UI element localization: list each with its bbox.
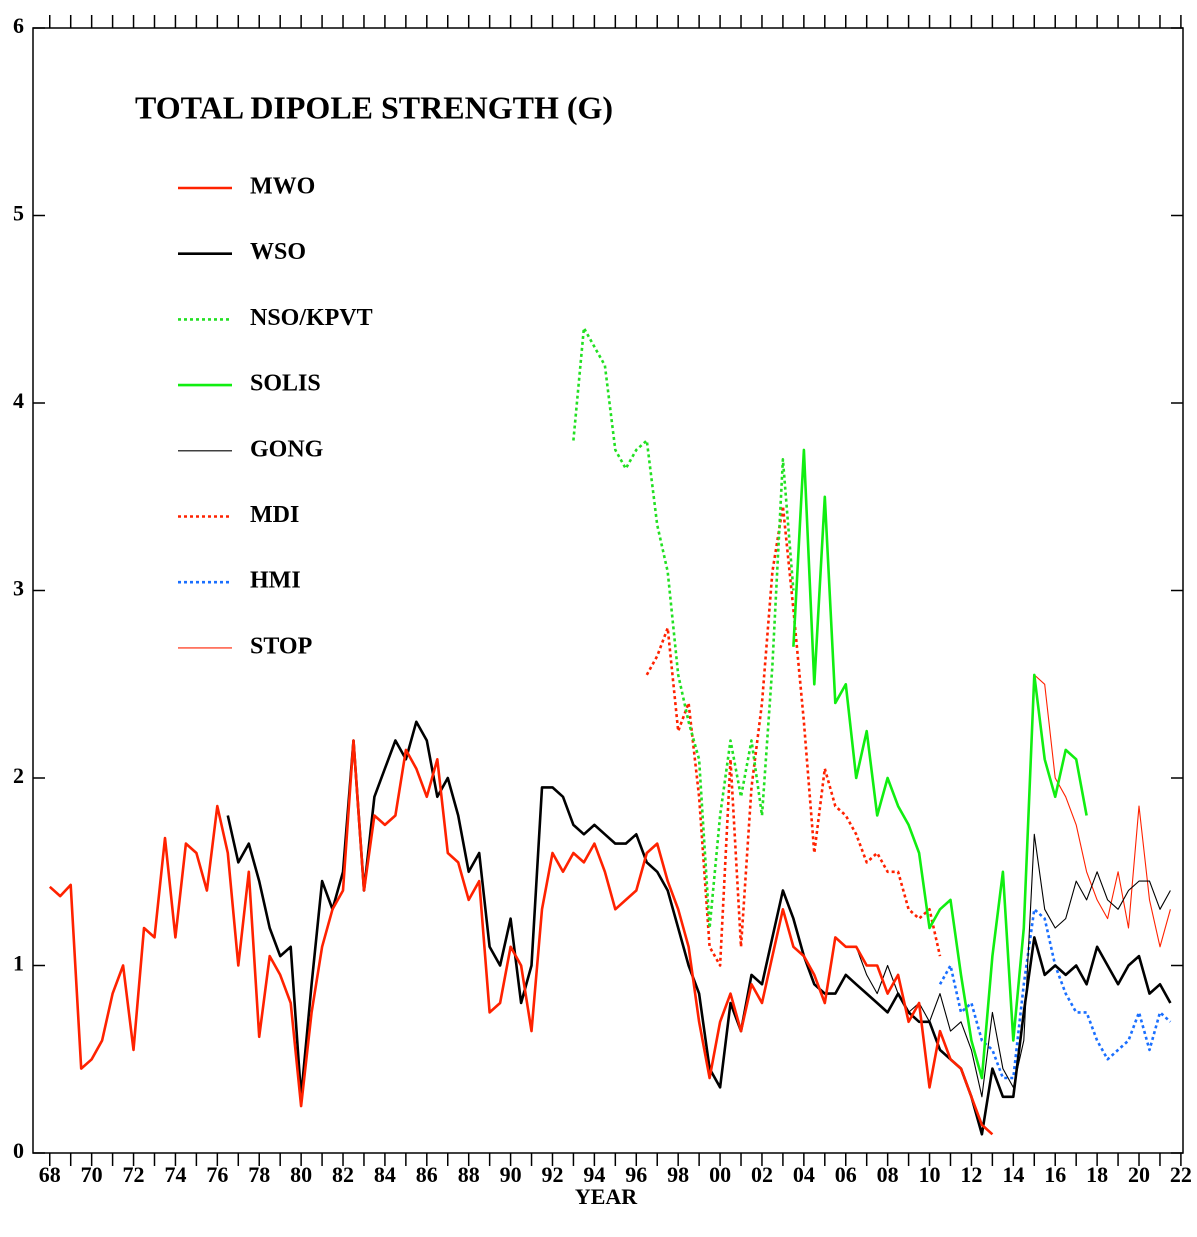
x-tick-label: 16: [1044, 1162, 1066, 1187]
series-line: [645, 504, 942, 967]
x-tick-label: 78: [248, 1162, 270, 1187]
y-tick-label: 3: [13, 576, 24, 601]
x-tick-label: 86: [416, 1162, 438, 1187]
series-line: [792, 448, 1088, 1080]
x-tick-label: 04: [793, 1162, 815, 1187]
series-line: [1033, 674, 1171, 948]
y-tick-label: 6: [13, 13, 24, 38]
x-tick-label: 74: [164, 1162, 186, 1187]
x-tick-label: 18: [1086, 1162, 1108, 1187]
x-tick-label: 06: [835, 1162, 857, 1187]
legend-label: SOLIS: [250, 371, 321, 397]
x-tick-label: 98: [667, 1162, 689, 1187]
x-tick-label: 96: [625, 1162, 647, 1187]
series-line: [855, 833, 1171, 1098]
legend-label: STOP: [250, 633, 312, 659]
legend-label: MDI: [250, 502, 299, 528]
x-tick-label: 80: [290, 1162, 312, 1187]
legend-label: GONG: [250, 436, 324, 462]
legend-label: HMI: [250, 568, 301, 594]
x-tick-label: 82: [332, 1162, 354, 1187]
x-tick-label: 08: [877, 1162, 899, 1187]
x-tick-label: 94: [583, 1162, 605, 1187]
y-tick-label: 0: [13, 1138, 24, 1163]
y-tick-label: 1: [13, 951, 24, 976]
x-tick-label: 76: [206, 1162, 228, 1187]
legend-label: WSO: [250, 239, 306, 265]
x-tick-label: 14: [1002, 1162, 1024, 1187]
x-axis-label: YEAR: [575, 1184, 638, 1209]
x-tick-label: 00: [709, 1162, 731, 1187]
legend-label: MWO: [250, 174, 315, 200]
x-tick-label: 92: [541, 1162, 563, 1187]
legend-label: NSO/KPVT: [250, 305, 373, 331]
x-tick-label: 72: [123, 1162, 145, 1187]
series-line: [226, 720, 1172, 1136]
x-tick-label: 90: [500, 1162, 522, 1187]
x-tick-label: 84: [374, 1162, 396, 1187]
x-tick-label: 22: [1170, 1162, 1192, 1187]
series-line: [48, 739, 994, 1136]
x-tick-label: 88: [458, 1162, 480, 1187]
series-line: [572, 326, 795, 930]
y-tick-label: 5: [13, 201, 24, 226]
x-tick-label: 10: [919, 1162, 941, 1187]
y-tick-label: 2: [13, 763, 24, 788]
x-tick-label: 02: [751, 1162, 773, 1187]
chart-title: TOTAL DIPOLE STRENGTH (G): [135, 89, 613, 125]
x-tick-label: 68: [39, 1162, 61, 1187]
x-tick-label: 20: [1128, 1162, 1150, 1187]
x-tick-label: 70: [81, 1162, 103, 1187]
y-tick-label: 4: [13, 388, 24, 413]
x-tick-label: 12: [960, 1162, 982, 1187]
